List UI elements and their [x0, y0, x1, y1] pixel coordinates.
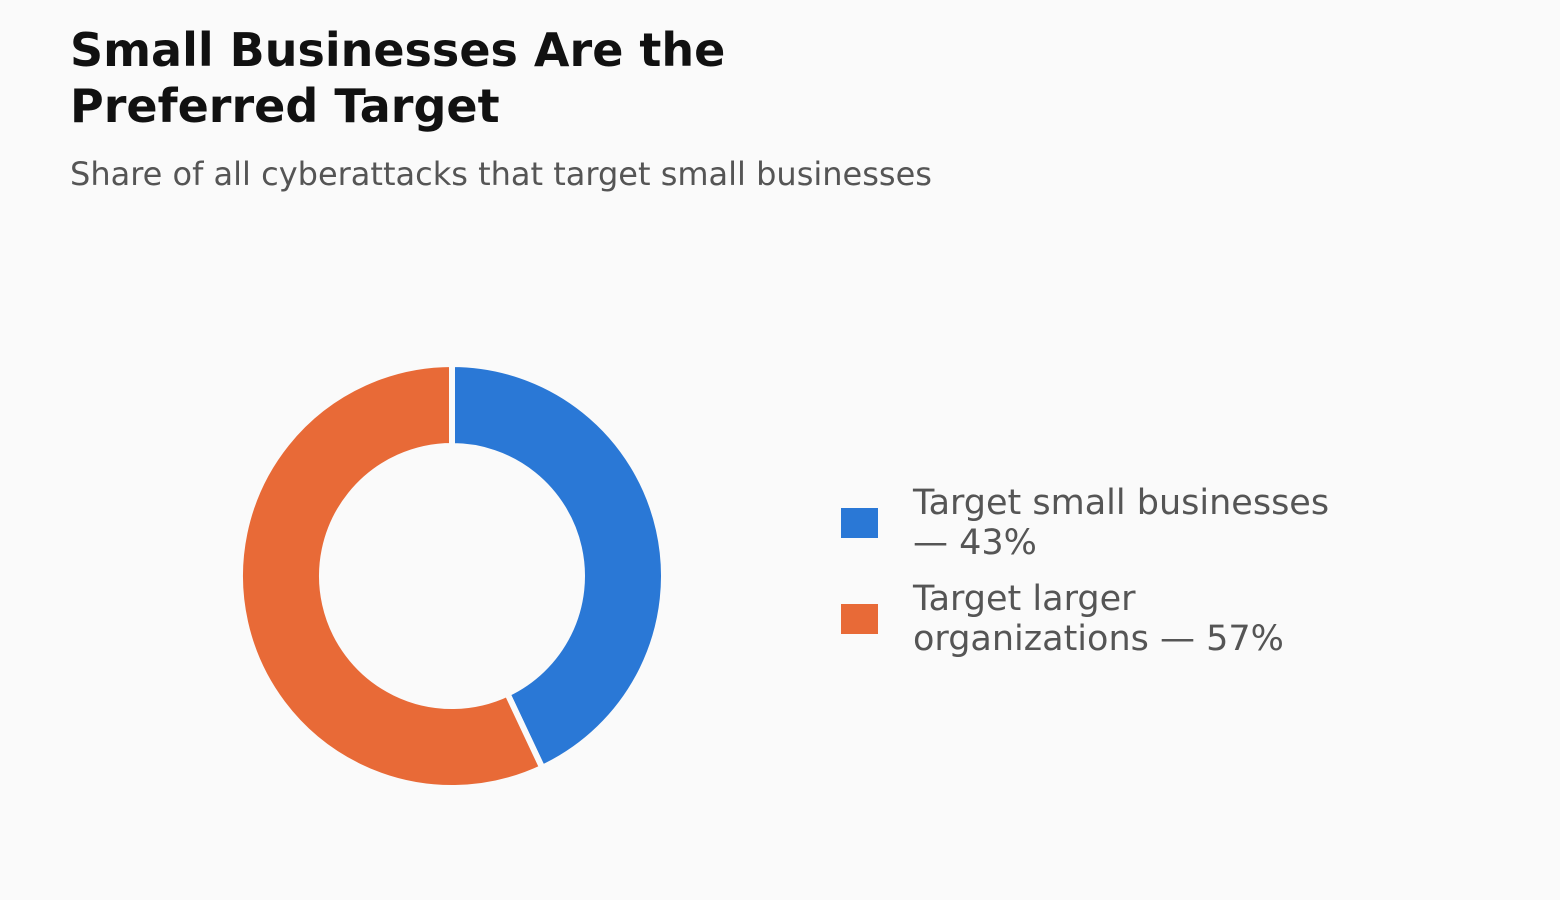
legend-swatch: [841, 508, 878, 538]
chart-subtitle: Share of all cyberattacks that target sm…: [70, 155, 932, 193]
chart-title: Small Businesses Are the Preferred Targe…: [70, 23, 726, 133]
legend-label: Target small businesses — 43%: [913, 483, 1330, 563]
legend-swatch: [841, 604, 878, 634]
donut-slice: [237, 360, 547, 791]
legend-item: Target larger organizations — 57%: [841, 579, 1361, 659]
legend-item: Target small businesses — 43%: [841, 483, 1361, 563]
donut-slice: [449, 360, 667, 772]
legend-label: Target larger organizations — 57%: [913, 579, 1284, 659]
